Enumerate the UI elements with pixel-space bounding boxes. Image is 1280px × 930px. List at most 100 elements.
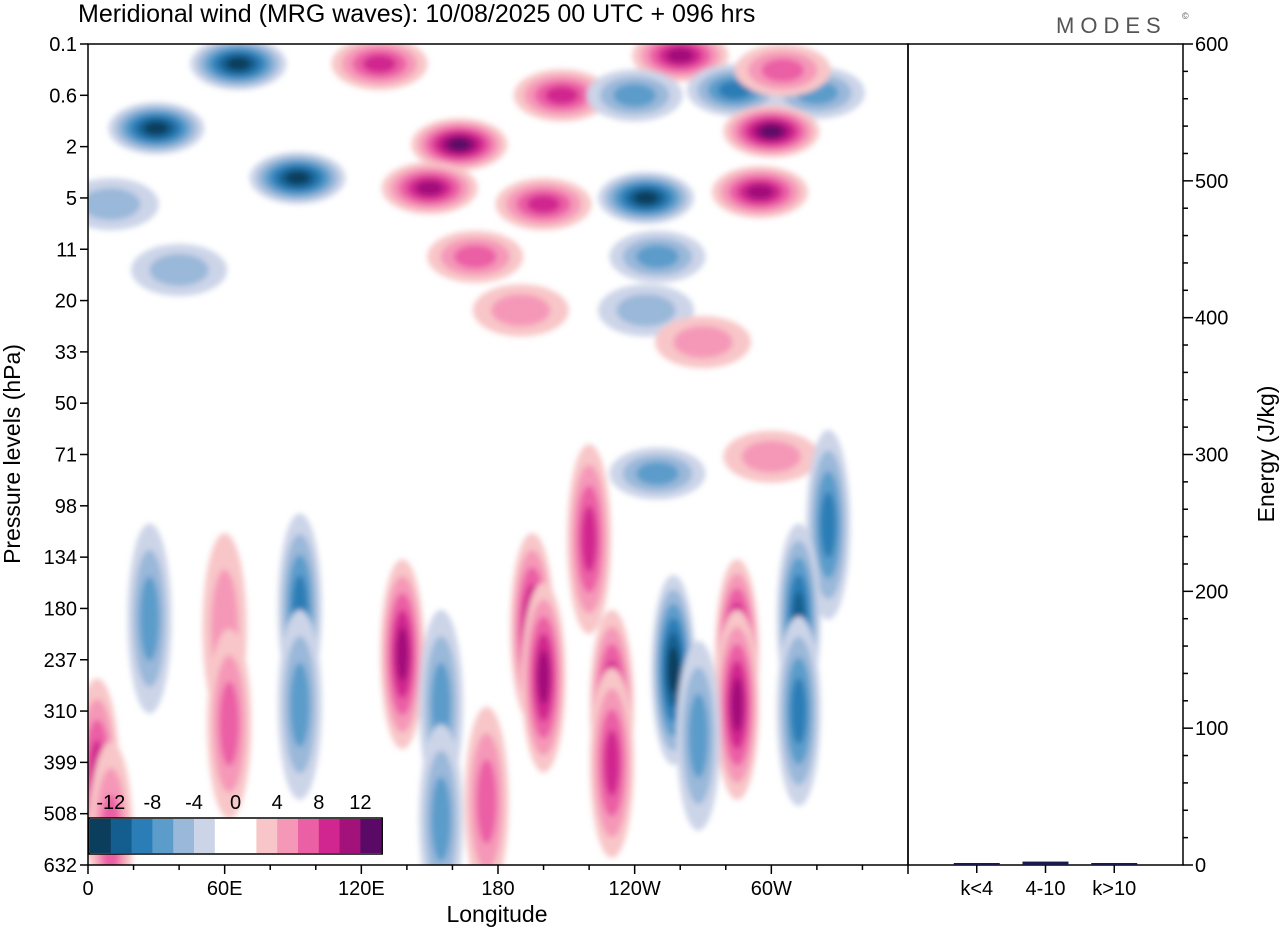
energy-tick-label: 200	[1195, 581, 1228, 603]
negative-anomaly	[190, 44, 287, 90]
colorbar-swatch	[298, 819, 320, 853]
negative-anomaly	[249, 151, 346, 204]
x-tick-label: 60E	[207, 878, 243, 900]
anomaly-contour	[746, 184, 774, 200]
y-tick-label: 0.6	[49, 85, 77, 107]
colorbar-swatch	[318, 819, 341, 853]
energy-tick-label: 400	[1195, 308, 1228, 330]
colorbar-swatch	[152, 819, 174, 853]
energy-tick-label: 300	[1195, 445, 1228, 467]
x-axis-ticks: 0 60E 120E 180 120W 60W	[82, 865, 909, 900]
positive-anomaly	[723, 105, 820, 158]
energy-category-label: k<4	[960, 878, 993, 900]
anomaly-contour	[290, 662, 310, 748]
anomaly-contour	[666, 48, 694, 64]
anomaly-contour	[581, 505, 597, 573]
heatmap-blobs	[88, 44, 865, 865]
positive-anomaly	[464, 706, 509, 865]
anomaly-contour	[537, 650, 550, 705]
positive-anomaly	[427, 230, 524, 283]
y-tick-label: 508	[44, 804, 77, 826]
anomaly-contour	[144, 121, 168, 135]
colorbar-swatch	[194, 819, 216, 853]
energy-bar	[1091, 863, 1138, 865]
brand-logo: MODES ©	[1056, 11, 1189, 38]
colorbar-swatch	[360, 819, 382, 853]
anomaly-contour	[616, 294, 676, 327]
energy-tick-label: 100	[1195, 718, 1228, 740]
positive-anomaly	[472, 284, 569, 337]
negative-anomaly	[277, 609, 322, 800]
energy-axis-label: Energy (J/kg)	[1253, 386, 1279, 523]
negative-anomaly	[776, 616, 821, 807]
colorbar-label: 8	[313, 792, 324, 814]
positive-anomaly	[331, 44, 428, 90]
y-axis-ticks: 0.1 0.6 2 5 11 20 33 50 71 98 134 180 237 310 399 508 63…	[44, 34, 88, 877]
positive-anomaly	[513, 69, 610, 122]
y-tick-label: 310	[44, 701, 77, 723]
y-tick-label: 0.1	[49, 34, 77, 56]
anomaly-contour	[730, 677, 744, 732]
anomaly-contour	[415, 180, 444, 196]
anomaly-contour	[636, 245, 679, 269]
positive-anomaly	[723, 430, 820, 483]
y-tick-label: 2	[66, 137, 77, 159]
anomaly-contour	[285, 171, 310, 185]
x-axis-label: Longitude	[446, 901, 547, 927]
positive-anomaly	[207, 628, 252, 819]
colorbar-swatch	[277, 819, 299, 853]
anomaly-contour	[476, 759, 497, 844]
positive-anomaly	[711, 166, 808, 219]
x-tick-label: 120E	[338, 878, 385, 900]
y-axis-label: Pressure levels (hPa)	[0, 344, 25, 564]
colorbar-swatch	[256, 819, 278, 853]
energy-bars: k<4 4-10 k>10	[953, 861, 1138, 900]
y-tick-label: 399	[44, 752, 77, 774]
y-tick-label: 33	[55, 342, 77, 364]
anomaly-contour	[362, 54, 397, 73]
anomaly-contour	[545, 86, 579, 105]
anomaly-contour	[820, 491, 836, 558]
energy-tick-label: 0	[1195, 855, 1206, 877]
anomaly-contour	[453, 245, 497, 269]
colorbar-label: 4	[272, 792, 283, 814]
anomaly-contour	[688, 693, 709, 778]
positive-anomaly	[495, 178, 592, 231]
colorbar-swatch	[131, 819, 153, 853]
anomaly-contour	[149, 253, 209, 286]
negative-anomaly	[131, 243, 228, 296]
negative-anomaly	[806, 429, 851, 620]
y-tick-label: 98	[55, 496, 77, 518]
x-tick-label: 0	[82, 878, 93, 900]
colorbar-label: -8	[144, 792, 162, 814]
anomaly-contour	[741, 440, 801, 473]
chart-title: Meridional wind (MRG waves): 10/08/2025 …	[78, 0, 755, 28]
negative-anomaly	[586, 69, 683, 122]
y-tick-label: 5	[66, 188, 77, 210]
y-tick-label: 50	[55, 393, 77, 415]
anomaly-contour	[491, 294, 551, 327]
positive-anomaly	[734, 44, 831, 97]
positive-anomaly	[655, 316, 751, 369]
anomaly-contour	[759, 125, 783, 138]
y-tick-label: 180	[44, 598, 77, 620]
heatmap-field	[88, 44, 865, 865]
anomaly-contour	[396, 627, 409, 682]
x-tick-label: 60W	[751, 878, 792, 900]
brand-mark: ©	[1182, 11, 1189, 21]
brand-wordmark: MODES	[1056, 13, 1167, 38]
energy-category-label: 4-10	[1025, 878, 1065, 900]
x-tick-label: 120W	[609, 878, 661, 900]
colorbar-label: 0	[230, 792, 241, 814]
positive-anomaly	[589, 667, 634, 858]
anomaly-contour	[526, 195, 561, 214]
negative-anomaly	[598, 171, 695, 224]
anomaly-contour	[219, 681, 240, 766]
colorbar-swatch	[339, 819, 361, 853]
energy-bar	[953, 863, 1000, 865]
anomaly-contour	[761, 58, 805, 82]
colorbar-label: 12	[349, 792, 371, 814]
negative-anomaly	[419, 724, 464, 865]
negative-anomaly	[609, 230, 706, 283]
